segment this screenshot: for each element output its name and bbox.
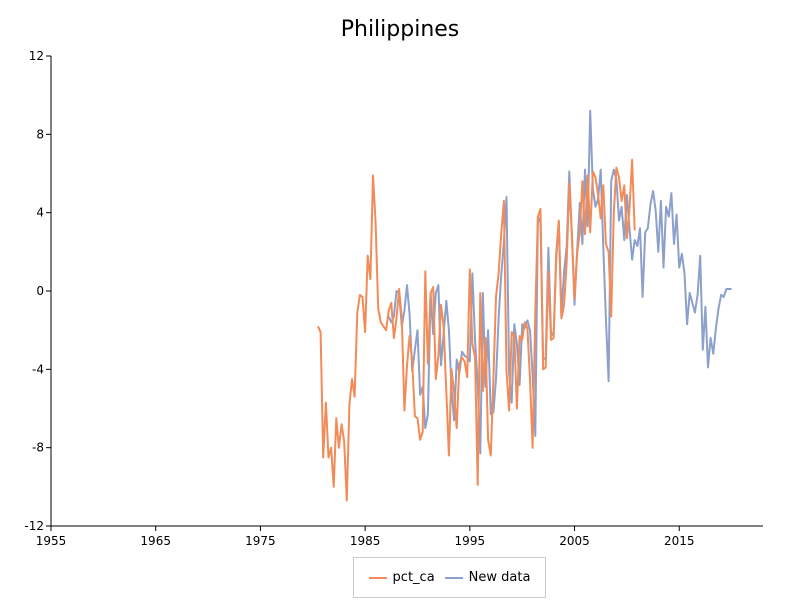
x-tick-label: 2015: [664, 534, 695, 548]
legend-swatch-new-data: [444, 576, 463, 579]
y-tick-label: -8: [32, 441, 44, 455]
axes: -12 -8 -4 0 4 8 12 1955 1965 1975 1985 1995 2005 2015: [24, 49, 763, 548]
legend: pct_ca New data: [353, 557, 546, 598]
y-tick-label: 8: [36, 127, 44, 141]
legend-item-new-data: New data: [444, 570, 531, 585]
y-tick-label: -12: [24, 519, 44, 533]
y-tick-label: 4: [36, 206, 44, 220]
x-tick-label: 1985: [350, 534, 381, 548]
x-tick-label: 1955: [36, 534, 67, 548]
y-tick-label: -4: [32, 362, 44, 376]
legend-label-pct-ca: pct_ca: [392, 570, 435, 585]
legend-swatch-pct-ca: [368, 576, 387, 579]
y-tick-label: 12: [29, 49, 44, 63]
x-tick-label: 2005: [559, 534, 590, 548]
legend-item-pct-ca: pct_ca: [368, 570, 435, 585]
series-line-pct-ca-tail: [628, 158, 636, 231]
x-tick-label: 1965: [140, 534, 171, 548]
series-line-pct-ca: [317, 166, 631, 502]
legend-label-new-data: New data: [468, 570, 531, 585]
series-layer: [317, 109, 732, 502]
chart-title: Philippines: [341, 17, 460, 42]
y-tick-label: 0: [36, 284, 44, 298]
x-tick-label: 1995: [455, 534, 486, 548]
x-tick-label: 1975: [245, 534, 276, 548]
